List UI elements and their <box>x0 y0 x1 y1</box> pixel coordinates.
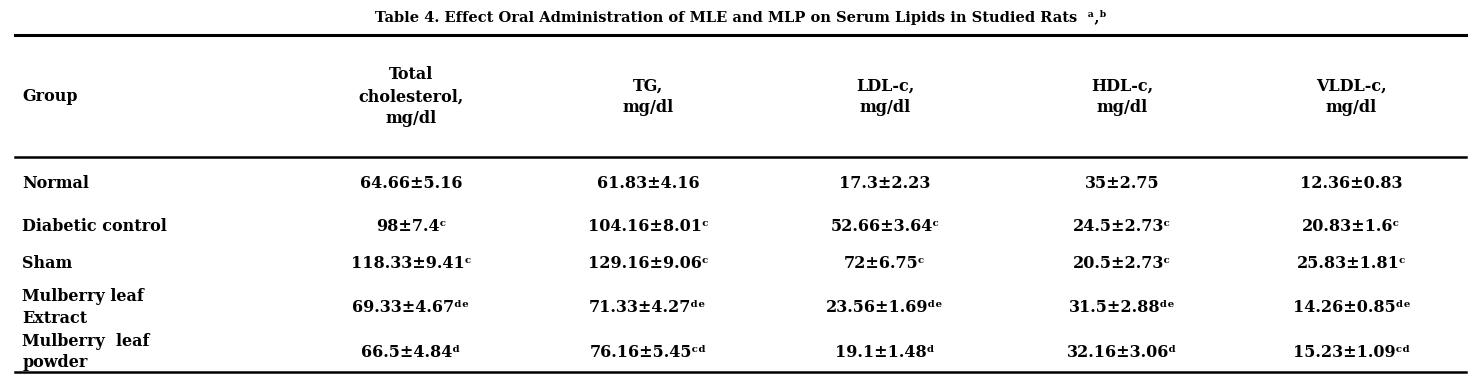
Text: Mulberry leaf
Extract: Mulberry leaf Extract <box>22 288 144 327</box>
Text: 23.56±1.69ᵈᵉ: 23.56±1.69ᵈᵉ <box>826 299 943 316</box>
Text: Table 4. Effect Oral Administration of MLE and MLP on Serum Lipids in Studied Ra: Table 4. Effect Oral Administration of M… <box>375 10 1106 25</box>
Text: LDL-c,
mg/dl: LDL-c, mg/dl <box>856 77 914 116</box>
Text: Total
cholesterol,
mg/dl: Total cholesterol, mg/dl <box>358 66 464 127</box>
Text: 32.16±3.06ᵈ: 32.16±3.06ᵈ <box>1066 344 1177 361</box>
Text: Group: Group <box>22 88 77 105</box>
Text: 104.16±8.01ᶜ: 104.16±8.01ᶜ <box>588 218 708 235</box>
Text: 64.66±5.16: 64.66±5.16 <box>360 175 462 192</box>
Text: 129.16±9.06ᶜ: 129.16±9.06ᶜ <box>588 255 708 272</box>
Text: 66.5±4.84ᵈ: 66.5±4.84ᵈ <box>361 344 461 361</box>
Text: 14.26±0.85ᵈᵉ: 14.26±0.85ᵈᵉ <box>1293 299 1410 316</box>
Text: 31.5±2.88ᵈᵉ: 31.5±2.88ᵈᵉ <box>1069 299 1174 316</box>
Text: HDL-c,
mg/dl: HDL-c, mg/dl <box>1091 77 1152 116</box>
Text: 52.66±3.64ᶜ: 52.66±3.64ᶜ <box>831 218 939 235</box>
Text: 17.3±2.23: 17.3±2.23 <box>840 175 930 192</box>
Text: 118.33±9.41ᶜ: 118.33±9.41ᶜ <box>351 255 471 272</box>
Text: 35±2.75: 35±2.75 <box>1084 175 1160 192</box>
Text: 25.83±1.81ᶜ: 25.83±1.81ᶜ <box>1296 255 1407 272</box>
Text: VLDL-c,
mg/dl: VLDL-c, mg/dl <box>1317 77 1386 116</box>
Text: 61.83±4.16: 61.83±4.16 <box>597 175 699 192</box>
Text: Diabetic control: Diabetic control <box>22 218 167 235</box>
Text: Mulberry  leaf
powder: Mulberry leaf powder <box>22 333 150 372</box>
Text: 20.83±1.6ᶜ: 20.83±1.6ᶜ <box>1302 218 1401 235</box>
Text: 19.1±1.48ᵈ: 19.1±1.48ᵈ <box>835 344 935 361</box>
Text: 72±6.75ᶜ: 72±6.75ᶜ <box>844 255 926 272</box>
Text: Normal: Normal <box>22 175 89 192</box>
Text: TG,
mg/dl: TG, mg/dl <box>622 77 674 116</box>
Text: 12.36±0.83: 12.36±0.83 <box>1300 175 1403 192</box>
Text: 98±7.4ᶜ: 98±7.4ᶜ <box>376 218 446 235</box>
Text: 20.5±2.73ᶜ: 20.5±2.73ᶜ <box>1072 255 1171 272</box>
Text: 76.16±5.45ᶜᵈ: 76.16±5.45ᶜᵈ <box>589 344 706 361</box>
Text: Sham: Sham <box>22 255 73 272</box>
Text: 69.33±4.67ᵈᵉ: 69.33±4.67ᵈᵉ <box>352 299 469 316</box>
Text: 24.5±2.73ᶜ: 24.5±2.73ᶜ <box>1072 218 1171 235</box>
Text: 15.23±1.09ᶜᵈ: 15.23±1.09ᶜᵈ <box>1293 344 1410 361</box>
Text: 71.33±4.27ᵈᵉ: 71.33±4.27ᵈᵉ <box>589 299 706 316</box>
